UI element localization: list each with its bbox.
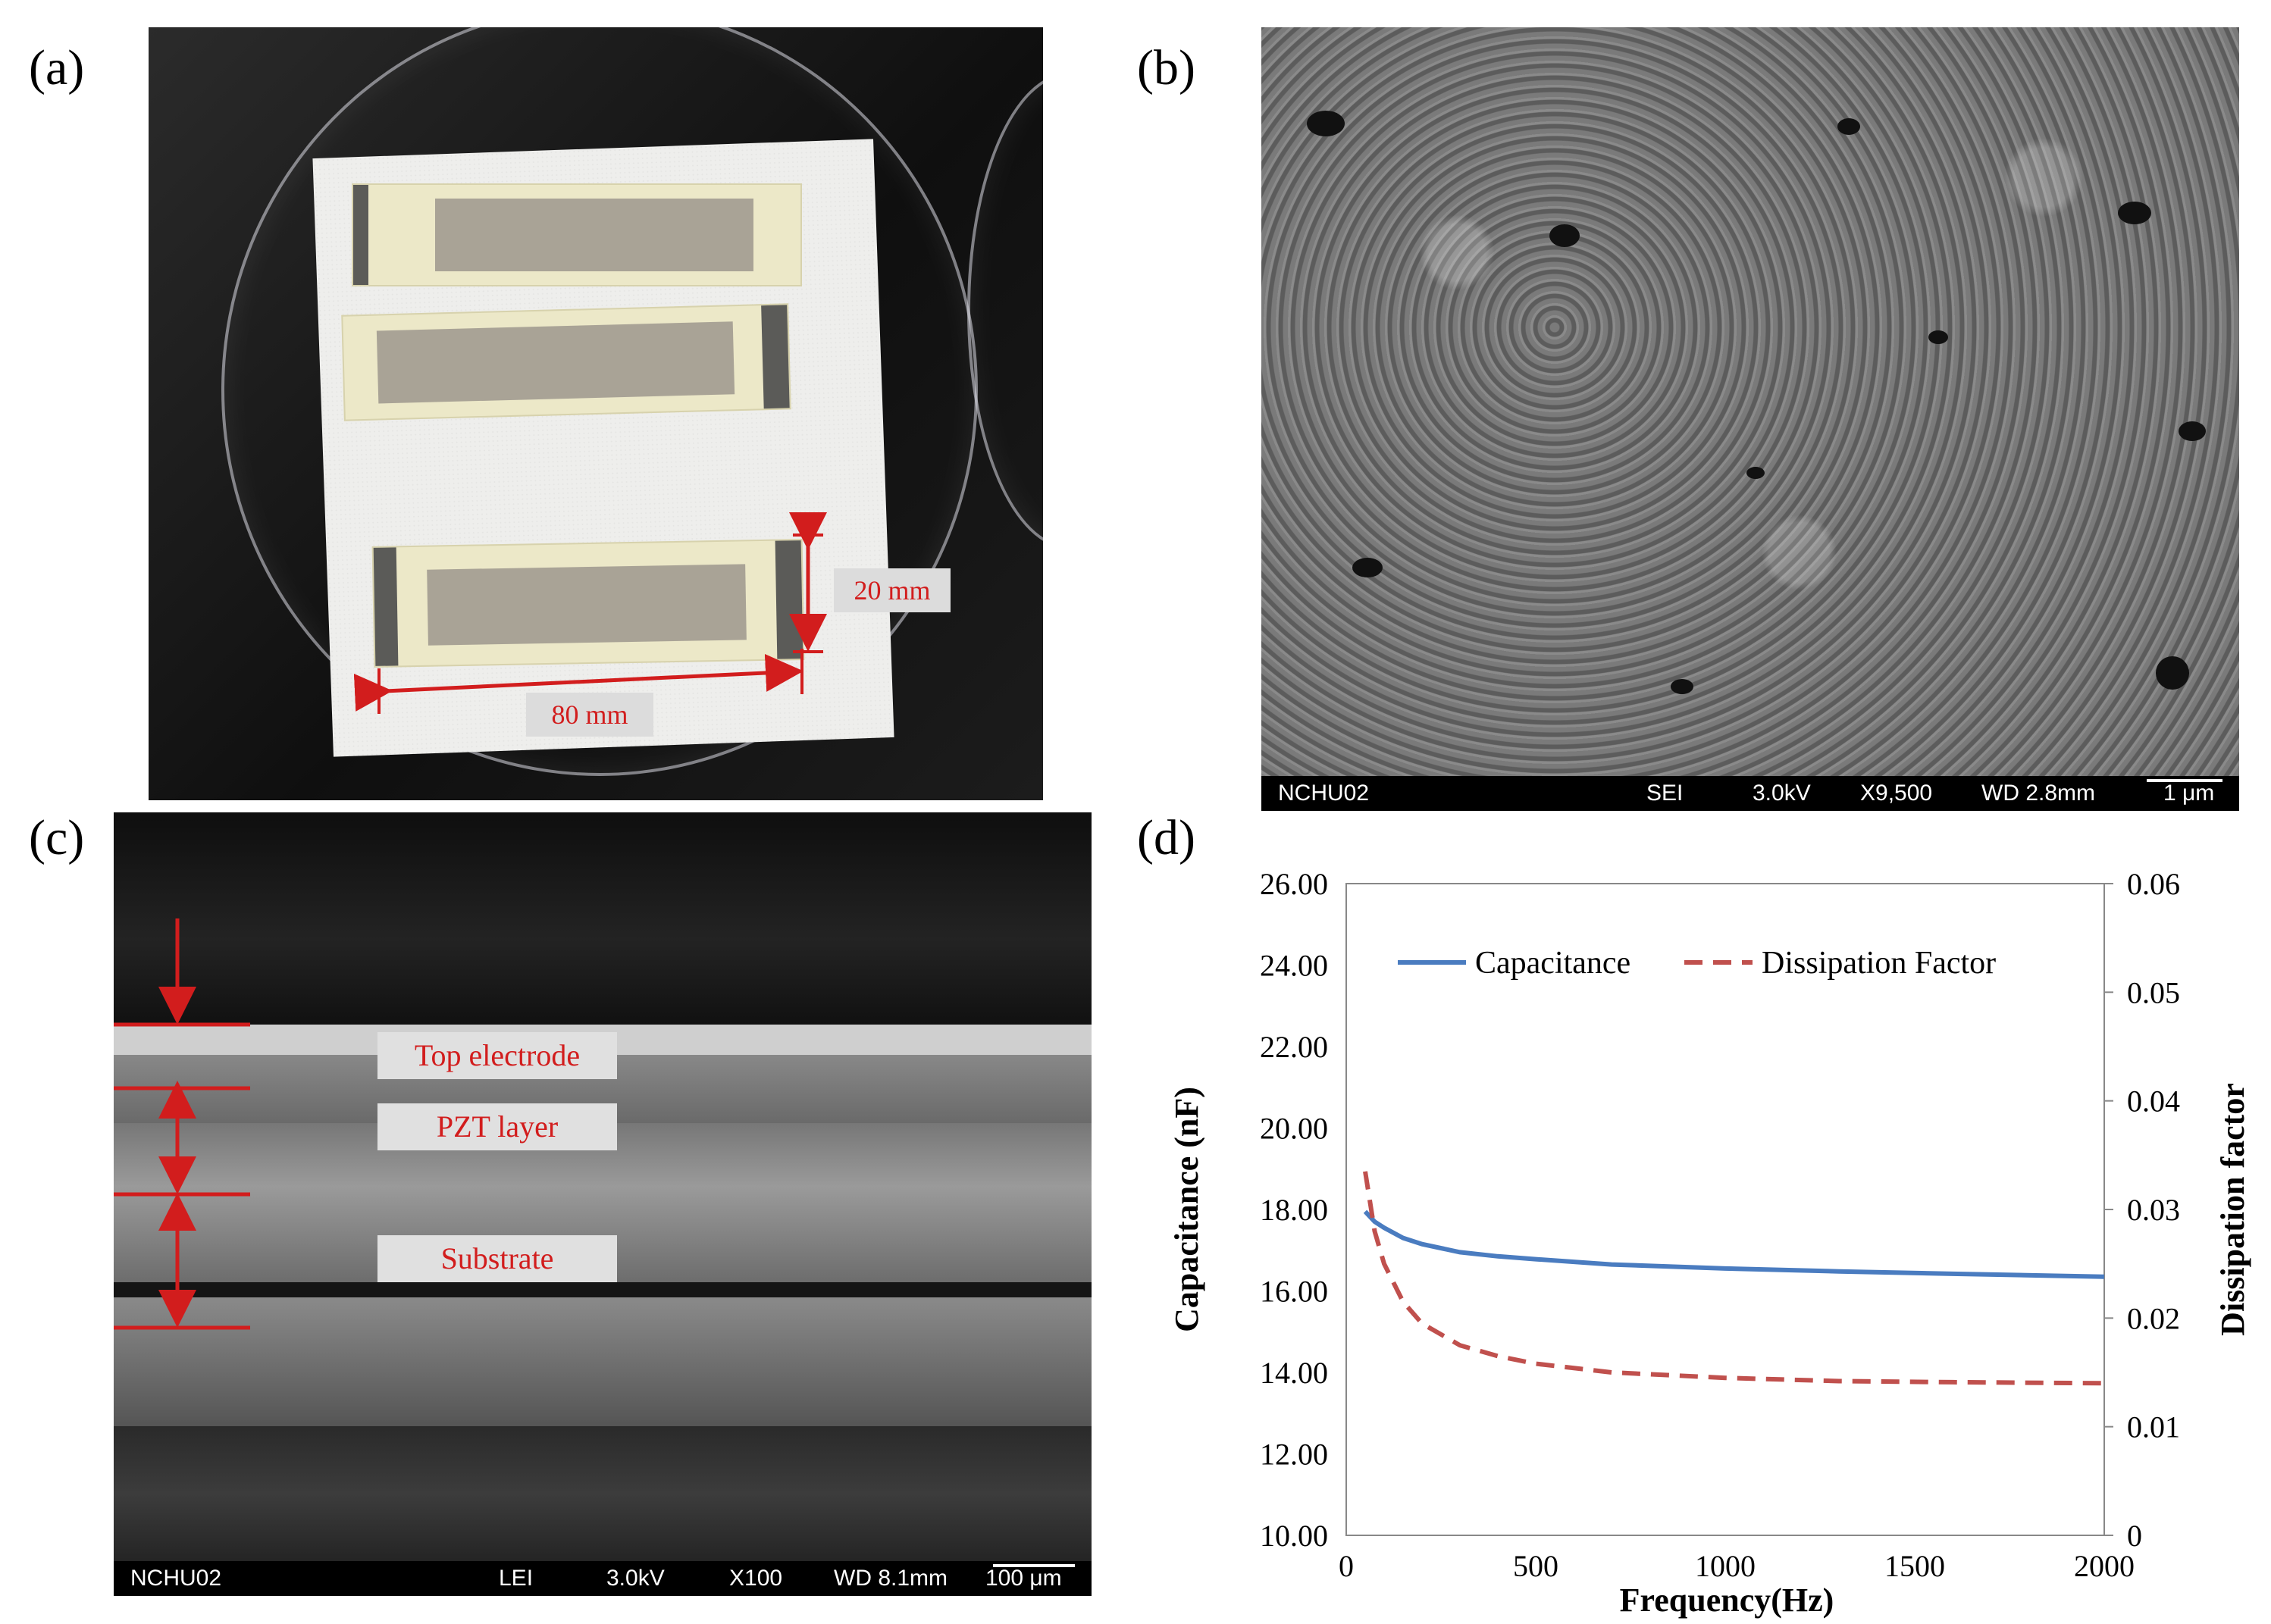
panel-label-a: (a) — [29, 40, 85, 95]
sem-c-scale-bar — [993, 1564, 1075, 1567]
sem-b-instrument: NCHU02 — [1278, 781, 1370, 806]
layer-thickness-arrows — [114, 918, 250, 1330]
y2-tick-label: 0.05 — [2127, 975, 2180, 1009]
sem-b-magnification: X9,500 — [1860, 781, 1933, 806]
layer-label-top-electrode: Top electrode — [377, 1032, 617, 1079]
legend: Capacitance Dissipation Factor — [1398, 946, 1996, 981]
panel-label-c: (c) — [29, 810, 85, 865]
sem-c-magnification: X100 — [729, 1566, 783, 1591]
sem-cross-section-image: Top electrode PZT layer Substrate NCHU02… — [114, 812, 1092, 1596]
y-tick-label: 22.00 — [1260, 1030, 1328, 1064]
sem-b-scale-label: 1 μm — [2163, 781, 2215, 806]
sample-strip-1 — [352, 183, 802, 286]
legend-dissipation-label: Dissipation Factor — [1762, 946, 1996, 981]
y-axis-ticks: 10.00 12.00 14.00 16.00 18.00 20.00 22.00 24.00… — [1260, 867, 1328, 1553]
sem-b-working-distance: WD 2.8mm — [1981, 781, 2095, 806]
x-axis-label: Frequency(Hz) — [1620, 1582, 1834, 1619]
sem-surface-image: NCHU02 SEI 3.0kV X9,500 WD 2.8mm 1 μm — [1261, 27, 2239, 811]
sem-info-bar: NCHU02 SEI 3.0kV X9,500 WD 2.8mm 1 μm — [1261, 776, 2239, 811]
dimension-arrows — [353, 512, 827, 714]
legend-capacitance-label: Capacitance — [1475, 946, 1630, 981]
sem-c-mode: LEI — [499, 1566, 534, 1591]
y-tick-label: 24.00 — [1260, 949, 1328, 983]
sem-c-scale-label: 100 μm — [985, 1566, 1062, 1591]
y-tick-label: 16.00 — [1260, 1275, 1328, 1309]
sem-c-instrument: NCHU02 — [130, 1566, 222, 1591]
sem-b-scale-bar — [2147, 779, 2222, 782]
x-tick-label: 2000 — [2074, 1549, 2135, 1583]
y-tick-label: 26.00 — [1260, 867, 1328, 901]
sem-c-info-bar: NCHU02 LEI 3.0kV X100 WD 8.1mm 100 μm — [114, 1561, 1092, 1596]
plot-frame — [1345, 883, 2105, 1536]
x-axis-ticks: 0 500 1000 1500 2000 — [1339, 1549, 2135, 1583]
panel-label-b: (b) — [1137, 40, 1195, 95]
x-tick-label: 500 — [1513, 1549, 1558, 1583]
width-dimension-label: 80 mm — [526, 693, 653, 737]
sem-c-voltage: 3.0kV — [606, 1566, 665, 1591]
sem-b-mode: SEI — [1646, 781, 1684, 806]
dissipation-factor-line — [1363, 1171, 2105, 1386]
y2-tick-label: 0.01 — [2127, 1410, 2180, 1444]
sem-b-voltage: 3.0kV — [1753, 781, 1811, 806]
x-tick-label: 1000 — [1695, 1549, 1756, 1583]
y-axis-label: Capacitance (nF) — [1168, 1087, 1205, 1332]
layer-label-pzt: PZT layer — [377, 1103, 617, 1150]
panel-label-d: (d) — [1137, 810, 1195, 865]
y2-tick-label: 0.04 — [2127, 1084, 2180, 1119]
sample-photo: 20 mm 80 mm — [149, 27, 1043, 800]
layer-label-substrate: Substrate — [377, 1235, 617, 1282]
y2-tick-label: 0.06 — [2127, 867, 2180, 901]
y2-tick-label: 0 — [2127, 1519, 2142, 1553]
y-tick-label: 14.00 — [1260, 1356, 1328, 1390]
y-tick-label: 18.00 — [1260, 1193, 1328, 1227]
capacitance-chart: 10.00 12.00 14.00 16.00 18.00 20.00 22.00 24.00… — [1137, 826, 2271, 1620]
sem-c-working-distance: WD 8.1mm — [834, 1566, 948, 1591]
sem-surface-texture — [1261, 27, 2239, 778]
y2-tick-label: 0.02 — [2127, 1301, 2180, 1335]
x-tick-label: 1500 — [1884, 1549, 1945, 1583]
y-tick-label: 10.00 — [1260, 1519, 1328, 1553]
y2-axis-label: Dissipation factor — [2214, 1083, 2251, 1336]
x-tick-label: 0 — [1339, 1549, 1354, 1583]
y2-axis-ticks: 0 0.01 0.02 0.03 0.04 0.05 0.06 — [2104, 867, 2180, 1553]
y-tick-label: 12.00 — [1260, 1438, 1328, 1472]
capacitance-line — [1363, 1209, 2105, 1279]
height-dimension-label: 20 mm — [834, 568, 951, 612]
y2-tick-label: 0.03 — [2127, 1193, 2180, 1227]
chart-svg: 10.00 12.00 14.00 16.00 18.00 20.00 22.00 24.00… — [1168, 867, 2251, 1619]
y-tick-label: 20.00 — [1260, 1112, 1328, 1146]
series-group — [1363, 1171, 2105, 1386]
